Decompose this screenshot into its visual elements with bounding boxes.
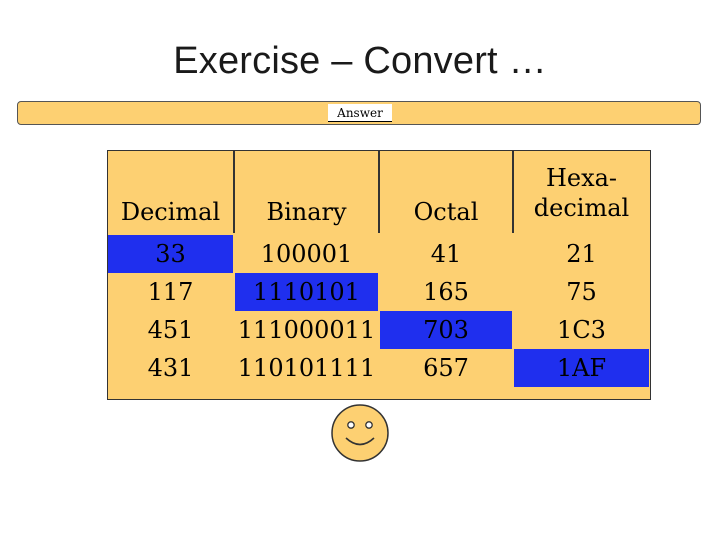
answer-label[interactable]: Answer <box>328 104 392 122</box>
table-cell: 100001 <box>260 240 353 268</box>
table-row: 117 1110101 165 75 <box>108 273 649 311</box>
header-divider <box>512 151 514 233</box>
table-row: 33 100001 41 21 <box>108 235 649 273</box>
header-divider <box>378 151 380 233</box>
table-cell: 431 <box>147 354 194 382</box>
table-cell: 1110101 <box>235 273 378 311</box>
table-cell: 33 <box>108 235 233 273</box>
table-cell: 117 <box>147 278 194 306</box>
table-cell: 1C3 <box>557 316 606 344</box>
header-hexa-line1: Hexa- <box>545 164 618 192</box>
table-cell: 110101111 <box>237 354 376 382</box>
conversion-table: Decimal Binary Octal Hexa- decimal 33 10… <box>107 150 651 400</box>
header-hexa-line2: decimal <box>533 194 630 222</box>
header-hexadecimal: Hexa- decimal <box>514 163 649 223</box>
table-cell: 1AF <box>514 349 649 387</box>
header-divider <box>233 151 235 233</box>
table-cell: 451 <box>147 316 194 344</box>
table-cell: 75 <box>566 278 597 306</box>
header-binary: Binary <box>266 198 347 226</box>
table-cell: 165 <box>423 278 469 306</box>
table-cell: 41 <box>430 240 462 268</box>
table-cell: 703 <box>380 311 512 349</box>
smiley-face-icon <box>331 404 389 462</box>
table-cell: 111000011 <box>237 316 376 344</box>
table-cell: 21 <box>566 240 597 268</box>
slide-title: Exercise – Convert … <box>173 40 547 82</box>
header-octal: Octal <box>413 198 479 226</box>
table-row: 451 111000011 703 1C3 <box>108 311 649 349</box>
header-decimal: Decimal <box>120 198 221 226</box>
table-row: 431 110101111 657 1AF <box>108 349 649 387</box>
table-cell: 657 <box>423 354 469 382</box>
